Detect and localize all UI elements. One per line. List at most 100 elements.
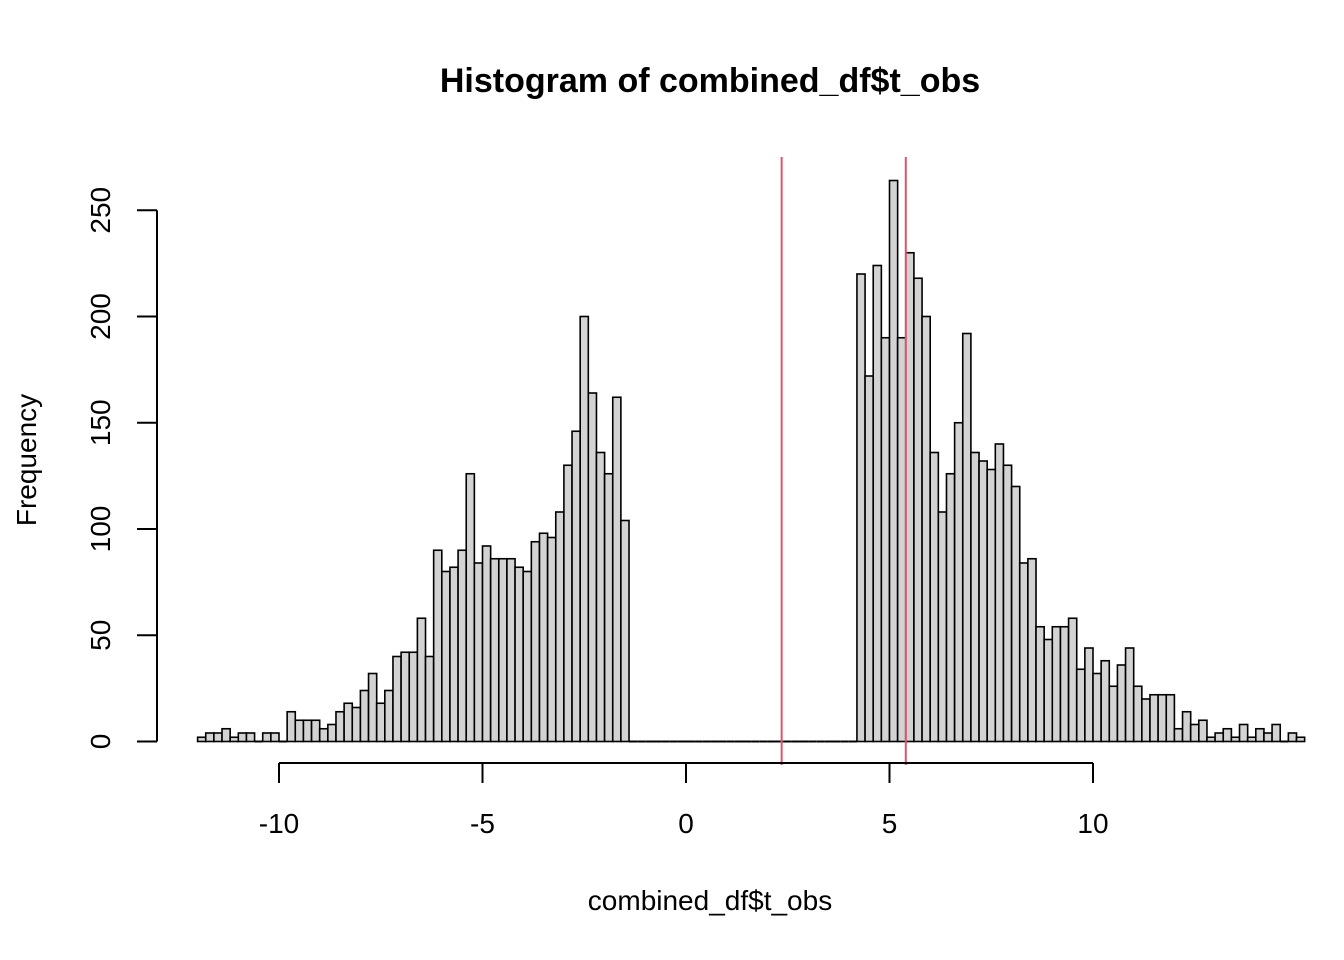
histogram-bar <box>888 179 899 743</box>
histogram-bar <box>921 315 931 743</box>
histogram-bar <box>408 651 419 743</box>
histogram-bar <box>1002 464 1013 743</box>
histogram-bar <box>473 562 484 743</box>
x-axis: -10 -5 0 5 10 <box>259 762 1109 839</box>
histogram-bar <box>880 336 891 743</box>
histogram-bar <box>1173 727 1184 743</box>
histogram-bars <box>196 179 1306 743</box>
histogram-bar <box>1132 685 1143 743</box>
histogram-bar <box>1206 736 1216 743</box>
histogram-bar <box>1198 719 1208 743</box>
y-tick-label: 250 <box>85 187 116 234</box>
histogram-bar <box>1018 562 1029 743</box>
histogram-bar <box>457 549 468 743</box>
histogram-bar <box>1067 617 1078 743</box>
histogram-bar <box>481 545 492 743</box>
histogram-bar <box>270 732 280 743</box>
histogram-bar <box>1238 723 1249 743</box>
histogram-bar <box>351 706 362 743</box>
histogram-bar <box>1010 485 1021 743</box>
histogram-bar <box>327 723 337 743</box>
histogram-bar <box>400 651 411 743</box>
histogram-bar <box>579 315 590 743</box>
x-tick-label: 5 <box>882 808 898 839</box>
histogram-bar <box>294 719 305 743</box>
histogram-bar <box>489 557 500 743</box>
histogram-bar <box>896 336 907 743</box>
histogram-bar <box>1100 659 1111 743</box>
histogram-bar <box>310 719 321 743</box>
y-tick-label: 0 <box>85 734 116 750</box>
histogram-bar <box>1165 693 1176 743</box>
histogram-bar <box>1092 672 1102 743</box>
histogram-bar <box>1108 685 1119 743</box>
histogram-bar <box>1214 732 1225 743</box>
histogram-bar <box>229 736 240 743</box>
histogram-bar <box>1263 732 1273 743</box>
histogram-bar <box>1043 638 1054 743</box>
histogram-bar <box>1157 693 1168 743</box>
histogram-bar <box>1124 647 1135 743</box>
histogram-bar <box>1246 736 1257 743</box>
y-tick-label: 50 <box>85 620 116 651</box>
histogram-bar <box>1141 698 1151 743</box>
histogram-bar <box>432 549 443 743</box>
histogram-bar <box>538 532 549 743</box>
y-axis: 0 50 100 150 200 250 <box>85 187 158 750</box>
histogram-bar <box>318 727 329 743</box>
histogram-bar <box>392 655 402 743</box>
histogram-bar <box>546 536 557 743</box>
histogram-bar <box>302 719 313 743</box>
histogram-bar <box>603 472 614 743</box>
x-tick-label: 0 <box>678 808 694 839</box>
histogram-bar <box>872 264 883 743</box>
histogram-bar <box>359 689 370 743</box>
histogram-bar <box>424 655 435 743</box>
y-tick-label: 150 <box>85 399 116 446</box>
histogram-bar <box>286 710 297 743</box>
histogram-bar <box>335 710 345 743</box>
histogram-bar <box>375 702 386 743</box>
histogram-bar <box>1222 727 1233 743</box>
histogram-bar <box>554 511 565 743</box>
y-tick-label: 200 <box>85 293 116 340</box>
reference-lines <box>780 157 907 765</box>
histogram-bar <box>204 732 215 743</box>
histogram-bar <box>196 736 207 743</box>
histogram-bar <box>530 540 541 743</box>
histogram-bar <box>384 689 394 743</box>
histogram-bar <box>213 732 223 743</box>
histogram-bar <box>522 570 533 743</box>
histogram-bar <box>416 617 427 743</box>
histogram-bar <box>1189 723 1200 743</box>
histogram-bar <box>1027 557 1037 743</box>
histogram-bar <box>587 392 598 743</box>
histogram-bar <box>904 251 915 743</box>
histogram-bar <box>913 277 923 743</box>
x-tick-label: -5 <box>470 808 495 839</box>
histogram-bar <box>237 732 248 743</box>
y-tick-label: 100 <box>85 506 116 553</box>
chart-title: Histogram of combined_df$t_obs <box>440 62 980 100</box>
histogram-bar <box>449 566 459 743</box>
y-axis-label: Frequency <box>11 394 42 526</box>
histogram-bar <box>970 451 980 743</box>
histogram-bar <box>945 472 956 743</box>
histogram-bar <box>1084 647 1094 743</box>
x-tick-label: -10 <box>259 808 299 839</box>
histogram-bar <box>1230 736 1241 743</box>
histogram-bar <box>929 451 940 743</box>
histogram-bar <box>986 468 997 743</box>
histogram-bar <box>978 460 988 743</box>
histogram-bar <box>1271 723 1282 743</box>
histogram-bar <box>1116 664 1127 743</box>
histogram-bar <box>571 430 581 743</box>
histogram-bar <box>1051 625 1062 743</box>
histogram-bar <box>611 396 622 743</box>
histogram-bar <box>245 732 256 743</box>
histogram-bar <box>1255 727 1265 743</box>
histogram-bar <box>595 451 606 743</box>
histogram-bar <box>864 375 875 743</box>
histogram-bar <box>620 519 630 743</box>
